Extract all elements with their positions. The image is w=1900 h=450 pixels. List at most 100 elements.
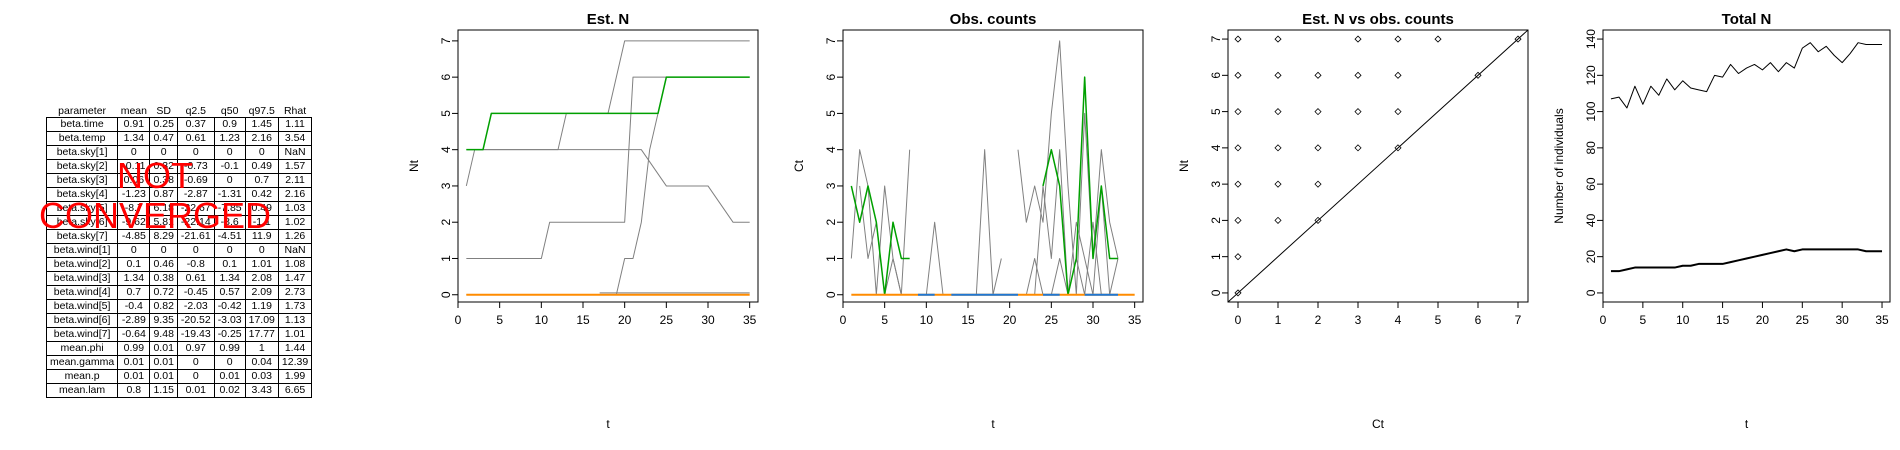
table-cell: 0.87 (149, 187, 178, 202)
table-cell: 0.61 (176, 131, 215, 146)
table-cell: 11.9 (244, 229, 279, 244)
scatter-point (1234, 144, 1242, 152)
table-cell: 0.91 (117, 117, 151, 132)
y-tick-label: 1 (1209, 253, 1223, 260)
y-tick-label: 60 (1584, 177, 1598, 191)
table-cell: -22.67 (176, 201, 215, 216)
table-cell: 0.01 (117, 369, 151, 384)
series-line (1610, 42, 1883, 109)
table-header-cell: q50 (220, 104, 239, 117)
table-row: beta.wind[7] -0.64 9.48 -19.43 -0.25 17.77 1.0… (45, 327, 313, 342)
table-header-cell: SD (156, 104, 171, 117)
table-cell: 0 (213, 243, 246, 258)
table-cell: beta.sky[7] (45, 229, 119, 244)
table-row: beta.sky[3] 0.06 0.38 -0.69 0 0.7 2.11 (45, 173, 313, 188)
plot-frame (1227, 29, 1529, 303)
chart-title: Obs. counts (950, 11, 1037, 28)
table-cell: 0.38 (149, 271, 178, 286)
table-cell: beta.sky[4] (45, 187, 119, 202)
chart-total-n: Total N 0 5 10 15 20 25 30 35 0 20 40 60 80 100 120 140 t… (1552, 11, 1891, 431)
x-tick-label: 35 (1128, 313, 1142, 327)
stats-table-panel: parameter mean SD q2.5 q50 q97.5 Rhat beta.tim… (45, 104, 313, 398)
x-tick-label: 20 (618, 313, 632, 327)
table-cell: 0.06 (117, 173, 151, 188)
table-cell: 1.01 (244, 257, 279, 272)
table-cell: 0.61 (176, 271, 215, 286)
table-cell: 12.39 (277, 355, 313, 370)
table-cell: beta.wind[3] (45, 271, 119, 286)
table-row: beta.sky[1] 0 0 0 0 0 NaN (45, 145, 313, 160)
table-cell: -1.1 (244, 215, 279, 230)
table-cell: 0.46 (149, 257, 178, 272)
table-cell: -22.14 (176, 215, 215, 230)
table-cell: -1.31 (213, 187, 246, 202)
table-cell: -7.85 (213, 201, 246, 216)
table-cell: 0.42 (244, 187, 279, 202)
scatter-point (1234, 71, 1242, 79)
table-cell: 0 (117, 243, 151, 258)
table-row: beta.sky[5] -8.7 6.18 -22.67 -7.85 0.49 1.03 (45, 201, 313, 216)
table-cell: 1 (244, 341, 279, 356)
table-cell: 0.9 (213, 117, 246, 132)
table-row: beta.sky[4] -1.23 0.87 -2.87 -1.31 0.42 2.16 (45, 187, 313, 202)
table-cell: mean.gamma (45, 355, 119, 370)
x-tick-label: 0 (455, 313, 462, 327)
y-tick-label: 3 (1209, 180, 1223, 187)
y-tick-label: 6 (824, 73, 838, 80)
table-cell: 1.11 (277, 117, 313, 132)
y-tick-label: 0 (824, 291, 838, 298)
table-cell: 0.99 (117, 341, 151, 356)
y-tick-label: 3 (439, 182, 453, 189)
table-cell: beta.wind[5] (45, 299, 119, 314)
table-cell: NaN (277, 145, 313, 160)
table-cell: 2.08 (244, 271, 279, 286)
x-tick-label: 10 (535, 313, 549, 327)
y-tick-label: 6 (439, 73, 453, 80)
table-row: mean.gamma 0.01 0.01 0 0 0.04 12.39 (45, 355, 313, 370)
table-cell: 1.08 (277, 257, 313, 272)
table-cell: -21.61 (176, 229, 215, 244)
table-cell: 0 (244, 243, 279, 258)
table-cell: beta.sky[6] (45, 215, 119, 230)
table-row: beta.sky[2] -0.11 0.32 -0.73 -0.1 0.49 1.57 (45, 159, 313, 174)
table-cell: 0.37 (176, 117, 215, 132)
table-cell: 0.8 (117, 383, 151, 398)
table-row: beta.wind[3] 1.34 0.38 0.61 1.34 2.08 1.47 (45, 271, 313, 286)
plot-frame (1602, 29, 1891, 303)
stats-table: parameter mean SD q2.5 q50 q97.5 Rhat beta.tim… (45, 104, 313, 398)
series-line (1610, 248, 1883, 273)
y-tick-label: 0 (1209, 289, 1223, 296)
y-tick-label: 4 (824, 146, 838, 153)
table-header-cell: Rhat (283, 104, 307, 117)
scatter-point (1514, 35, 1522, 43)
x-tick-label: 1 (1275, 313, 1282, 327)
table-cell: 0.7 (117, 285, 151, 300)
table-cell: 0.57 (213, 285, 246, 300)
x-tick-label: 5 (496, 313, 503, 327)
table-cell: 9.48 (149, 327, 178, 342)
y-tick-label: 140 (1584, 29, 1598, 49)
y-tick-label: 7 (1209, 35, 1223, 42)
scatter-point (1274, 144, 1282, 152)
table-body: beta.time 0.91 0.25 0.37 0.9 1.45 1.11 beta.tem… (45, 117, 313, 398)
x-tick-label: 20 (1756, 313, 1770, 327)
table-cell: 0.49 (244, 159, 279, 174)
y-axis-label: Ct (792, 159, 806, 172)
identity-line (1228, 30, 1528, 302)
table-cell: 0.01 (117, 355, 151, 370)
table-cell: 0.25 (149, 117, 178, 132)
table-cell: 2.16 (244, 131, 279, 146)
x-tick-label: 3 (1355, 313, 1362, 327)
table-cell: beta.sky[1] (45, 145, 119, 160)
x-tick-label: 7 (1515, 313, 1522, 327)
scatter-point (1274, 35, 1282, 43)
y-tick-label: 5 (439, 110, 453, 117)
x-tick-label: 20 (1003, 313, 1017, 327)
table-header-cell: mean (120, 104, 147, 117)
series-line (466, 149, 750, 223)
table-cell: mean.phi (45, 341, 119, 356)
chart-obs-counts: Obs. counts 0 5 10 15 20 25 30 35 0 1 2 3 4 5 6 7 t Ct (792, 11, 1144, 431)
table-cell: 6.65 (277, 383, 313, 398)
y-tick-label: 6 (1209, 72, 1223, 79)
x-tick-label: 0 (1600, 313, 1607, 327)
